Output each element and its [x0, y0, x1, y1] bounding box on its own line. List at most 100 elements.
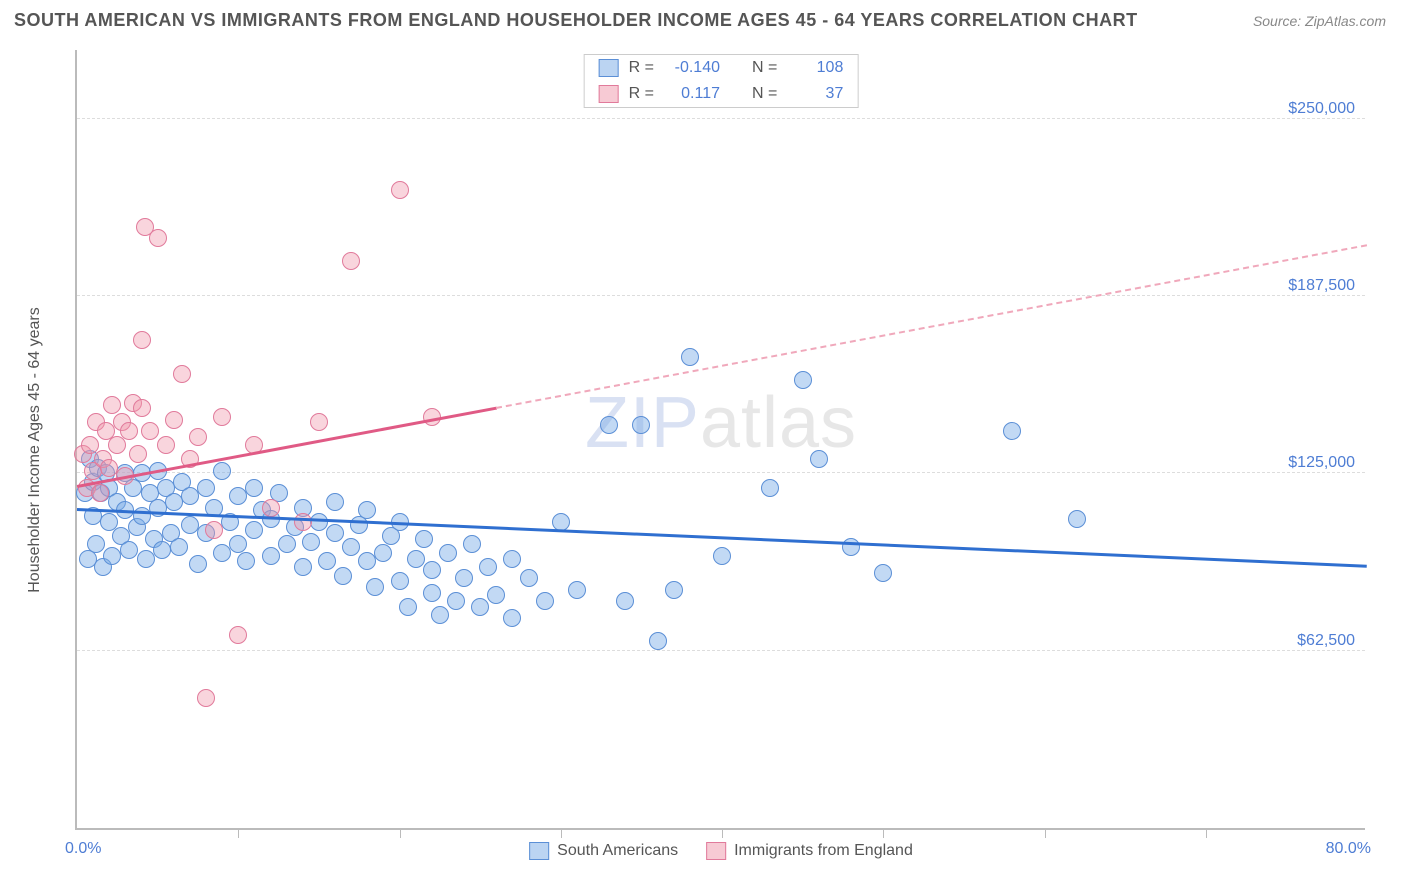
gridline [77, 295, 1365, 296]
legend-item: Immigrants from England [706, 842, 913, 860]
y-axis-label: Householder Income Ages 45 - 64 years [26, 307, 44, 593]
data-point [342, 538, 360, 556]
data-point [326, 524, 344, 542]
x-tick [1045, 828, 1046, 838]
r-value: 0.117 [664, 85, 720, 103]
gridline [77, 118, 1365, 119]
n-label: N = [752, 59, 777, 77]
x-tick [1206, 828, 1207, 838]
data-point [278, 535, 296, 553]
data-point [536, 592, 554, 610]
chart-title: SOUTH AMERICAN VS IMMIGRANTS FROM ENGLAN… [14, 10, 1138, 31]
data-point [213, 408, 231, 426]
data-point [310, 413, 328, 431]
data-point [103, 396, 121, 414]
data-point [181, 487, 199, 505]
data-point [213, 462, 231, 480]
source-attribution: Source: ZipAtlas.com [1253, 13, 1386, 29]
y-tick-label: $250,000 [1288, 100, 1355, 118]
data-point [874, 564, 892, 582]
data-point [302, 533, 320, 551]
data-point [213, 544, 231, 562]
data-point [334, 567, 352, 585]
data-point [189, 555, 207, 573]
data-point [310, 513, 328, 531]
data-point [189, 428, 207, 446]
data-point [713, 547, 731, 565]
data-point [431, 606, 449, 624]
chart-area: Householder Income Ages 45 - 64 years ZI… [45, 50, 1385, 850]
x-tick [722, 828, 723, 838]
data-point [366, 578, 384, 596]
data-point [205, 521, 223, 539]
series-swatch-icon [599, 85, 619, 103]
n-value: 108 [787, 59, 843, 77]
r-label: R = [629, 59, 654, 77]
data-point [318, 552, 336, 570]
data-point [229, 535, 247, 553]
correlation-stats-box: R = -0.140 N = 108 R = 0.117 N = 37 [584, 54, 859, 108]
data-point [141, 422, 159, 440]
data-point [810, 450, 828, 468]
data-point [262, 499, 280, 517]
r-label: R = [629, 85, 654, 103]
data-point [632, 416, 650, 434]
n-label: N = [752, 85, 777, 103]
data-point [137, 550, 155, 568]
data-point [165, 411, 183, 429]
r-value: -0.140 [664, 59, 720, 77]
data-point [133, 399, 151, 417]
data-point [133, 331, 151, 349]
series-swatch-icon [529, 842, 549, 860]
legend-label: Immigrants from England [734, 842, 913, 860]
data-point [245, 521, 263, 539]
data-point [681, 348, 699, 366]
trendline-extrapolated [496, 245, 1367, 410]
data-point [374, 544, 392, 562]
data-point [407, 550, 425, 568]
data-point [552, 513, 570, 531]
stats-row: R = -0.140 N = 108 [585, 55, 858, 81]
data-point [229, 626, 247, 644]
data-point [423, 584, 441, 602]
data-point [294, 513, 312, 531]
y-tick-label: $62,500 [1297, 632, 1355, 650]
gridline [77, 472, 1365, 473]
data-point [463, 535, 481, 553]
data-point [455, 569, 473, 587]
y-tick-label: $187,500 [1288, 277, 1355, 295]
data-point [665, 581, 683, 599]
data-point [358, 501, 376, 519]
data-point [471, 598, 489, 616]
data-point [120, 422, 138, 440]
x-tick [238, 828, 239, 838]
data-point [439, 544, 457, 562]
legend-item: South Americans [529, 842, 678, 860]
data-point [794, 371, 812, 389]
n-value: 37 [787, 85, 843, 103]
series-swatch-icon [599, 59, 619, 77]
series-legend: South Americans Immigrants from England [529, 842, 913, 860]
data-point [423, 561, 441, 579]
data-point [173, 365, 191, 383]
data-point [120, 541, 138, 559]
data-point [447, 592, 465, 610]
data-point [503, 609, 521, 627]
data-point [391, 181, 409, 199]
x-tick [400, 828, 401, 838]
y-tick-label: $125,000 [1288, 454, 1355, 472]
data-point [1068, 510, 1086, 528]
data-point [326, 493, 344, 511]
x-min-label: 0.0% [65, 840, 101, 858]
scatter-plot: ZIPatlas R = -0.140 N = 108 R = 0.117 N … [75, 50, 1365, 830]
data-point [170, 538, 188, 556]
x-max-label: 80.0% [1326, 840, 1371, 858]
chart-header: SOUTH AMERICAN VS IMMIGRANTS FROM ENGLAN… [0, 0, 1406, 37]
data-point [342, 252, 360, 270]
x-tick [883, 828, 884, 838]
x-tick [561, 828, 562, 838]
data-point [649, 632, 667, 650]
data-point [415, 530, 433, 548]
data-point [157, 436, 175, 454]
data-point [294, 558, 312, 576]
